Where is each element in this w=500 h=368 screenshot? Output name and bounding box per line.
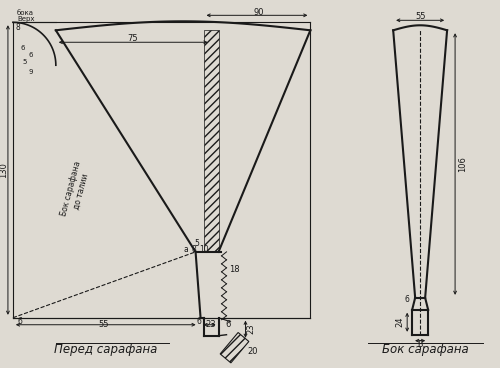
Text: 9: 9 [28, 69, 33, 75]
Text: бока: бока [17, 10, 34, 16]
Text: Бок сарафана
до талии: Бок сарафана до талии [59, 160, 92, 220]
Text: Верх: Верх [17, 16, 34, 22]
Text: 5: 5 [22, 59, 27, 65]
Text: Перед сарафана: Перед сарафана [54, 343, 158, 356]
Text: 20: 20 [247, 347, 258, 356]
Text: 24: 24 [396, 317, 404, 328]
Text: 90: 90 [253, 8, 264, 17]
Text: 8: 8 [191, 245, 196, 254]
Text: 10: 10 [198, 245, 208, 254]
Text: 23: 23 [205, 320, 216, 329]
Text: Бок сарафана: Бок сарафана [382, 343, 468, 356]
Text: 6: 6 [404, 295, 409, 304]
Text: 75: 75 [128, 34, 138, 43]
Text: 6: 6 [18, 317, 23, 326]
Text: 23: 23 [246, 323, 255, 334]
Text: 8: 8 [418, 340, 423, 349]
Text: 6: 6 [28, 52, 33, 58]
Text: 6: 6 [196, 317, 202, 326]
Text: 6: 6 [226, 320, 231, 329]
Text: 130: 130 [0, 162, 8, 178]
Text: 8: 8 [16, 23, 20, 32]
Text: 55: 55 [415, 12, 426, 21]
Text: 106: 106 [458, 156, 468, 172]
Text: 6: 6 [20, 45, 25, 51]
Text: a: a [183, 245, 188, 254]
Text: 5: 5 [194, 240, 199, 248]
Text: 55: 55 [98, 320, 109, 329]
Text: 18: 18 [229, 265, 240, 274]
